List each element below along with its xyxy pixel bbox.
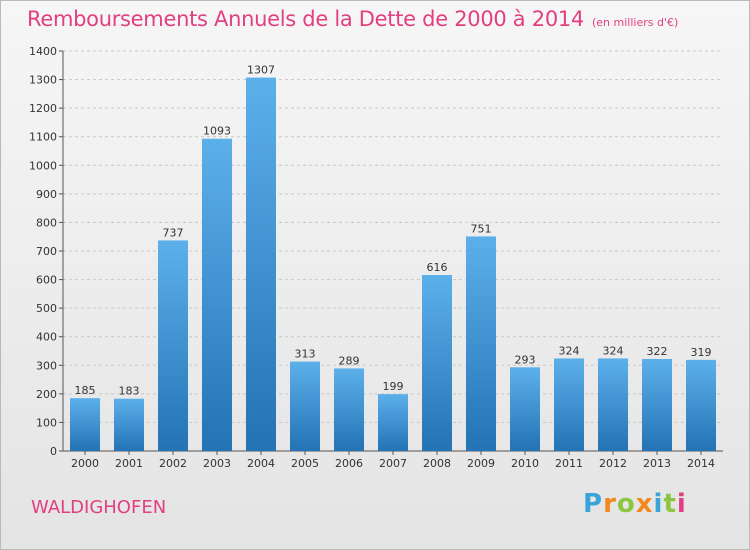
chart-title-text: Remboursements Annuels de la Dette de 20… xyxy=(27,7,584,31)
y-tick-label: 800 xyxy=(36,216,57,229)
data-label: 185 xyxy=(75,384,96,397)
bar xyxy=(202,138,232,451)
x-tick-label: 2014 xyxy=(687,457,715,470)
x-tick-label: 2006 xyxy=(335,457,363,470)
y-tick-label: 500 xyxy=(36,302,57,315)
y-tick-label: 1400 xyxy=(29,45,57,58)
bar xyxy=(598,358,628,451)
x-tick-label: 2008 xyxy=(423,457,451,470)
x-tick-label: 2012 xyxy=(599,457,627,470)
bar xyxy=(114,398,144,451)
y-tick-label: 900 xyxy=(36,188,57,201)
brand-letter: i xyxy=(653,489,664,519)
data-label: 199 xyxy=(383,380,404,393)
brand-letter: i xyxy=(676,489,687,519)
bar xyxy=(466,236,496,451)
x-tick-label: 2003 xyxy=(203,457,231,470)
bar xyxy=(158,240,188,451)
bar xyxy=(334,368,364,451)
data-label: 322 xyxy=(647,345,668,358)
bar xyxy=(378,394,408,451)
y-tick-label: 700 xyxy=(36,245,57,258)
brand-letter: r xyxy=(603,489,617,519)
brand-letter: x xyxy=(635,489,654,519)
x-tick-label: 2004 xyxy=(247,457,275,470)
x-tick-label: 2001 xyxy=(115,457,143,470)
x-tick-label: 2010 xyxy=(511,457,539,470)
data-label: 1307 xyxy=(247,64,275,77)
brand-logo: Proxiti xyxy=(583,489,687,519)
bar xyxy=(686,359,716,451)
data-label: 737 xyxy=(163,226,184,239)
bar xyxy=(70,398,100,451)
bar xyxy=(290,361,320,451)
y-tick-label: 400 xyxy=(36,331,57,344)
y-tick-label: 1000 xyxy=(29,159,57,172)
data-label: 183 xyxy=(119,385,140,398)
bar xyxy=(554,358,584,451)
brand-letter: o xyxy=(616,489,636,519)
x-tick-label: 2009 xyxy=(467,457,495,470)
data-label: 324 xyxy=(559,344,580,357)
y-tick-label: 200 xyxy=(36,388,57,401)
bar xyxy=(246,77,276,452)
bar xyxy=(510,367,540,451)
x-tick-label: 2007 xyxy=(379,457,407,470)
bar xyxy=(422,275,452,451)
data-label: 1093 xyxy=(203,125,231,138)
y-tick-label: 1300 xyxy=(29,74,57,87)
y-tick-label: 100 xyxy=(36,416,57,429)
x-tick-label: 2000 xyxy=(71,457,99,470)
x-tick-label: 2013 xyxy=(643,457,671,470)
x-tick-label: 2005 xyxy=(291,457,319,470)
bar xyxy=(642,359,672,451)
y-tick-label: 1200 xyxy=(29,102,57,115)
data-label: 616 xyxy=(427,261,448,274)
y-tick-label: 1100 xyxy=(29,131,57,144)
data-label: 313 xyxy=(295,348,316,361)
data-label: 289 xyxy=(339,354,360,367)
data-label: 324 xyxy=(603,344,624,357)
brand-letter: t xyxy=(663,489,677,519)
data-label: 751 xyxy=(471,222,492,235)
x-tick-label: 2002 xyxy=(159,457,187,470)
data-label: 293 xyxy=(515,353,536,366)
brand-letter: P xyxy=(583,489,604,519)
chart-subtitle: (en milliers d'€) xyxy=(592,16,679,29)
chart-title: Remboursements Annuels de la Dette de 20… xyxy=(27,7,678,31)
y-tick-label: 300 xyxy=(36,359,57,372)
y-tick-label: 0 xyxy=(50,445,57,458)
x-tick-label: 2011 xyxy=(555,457,583,470)
town-name: WALDIGHOFEN xyxy=(31,497,167,518)
y-tick-label: 600 xyxy=(36,274,57,287)
data-label: 319 xyxy=(691,346,712,359)
